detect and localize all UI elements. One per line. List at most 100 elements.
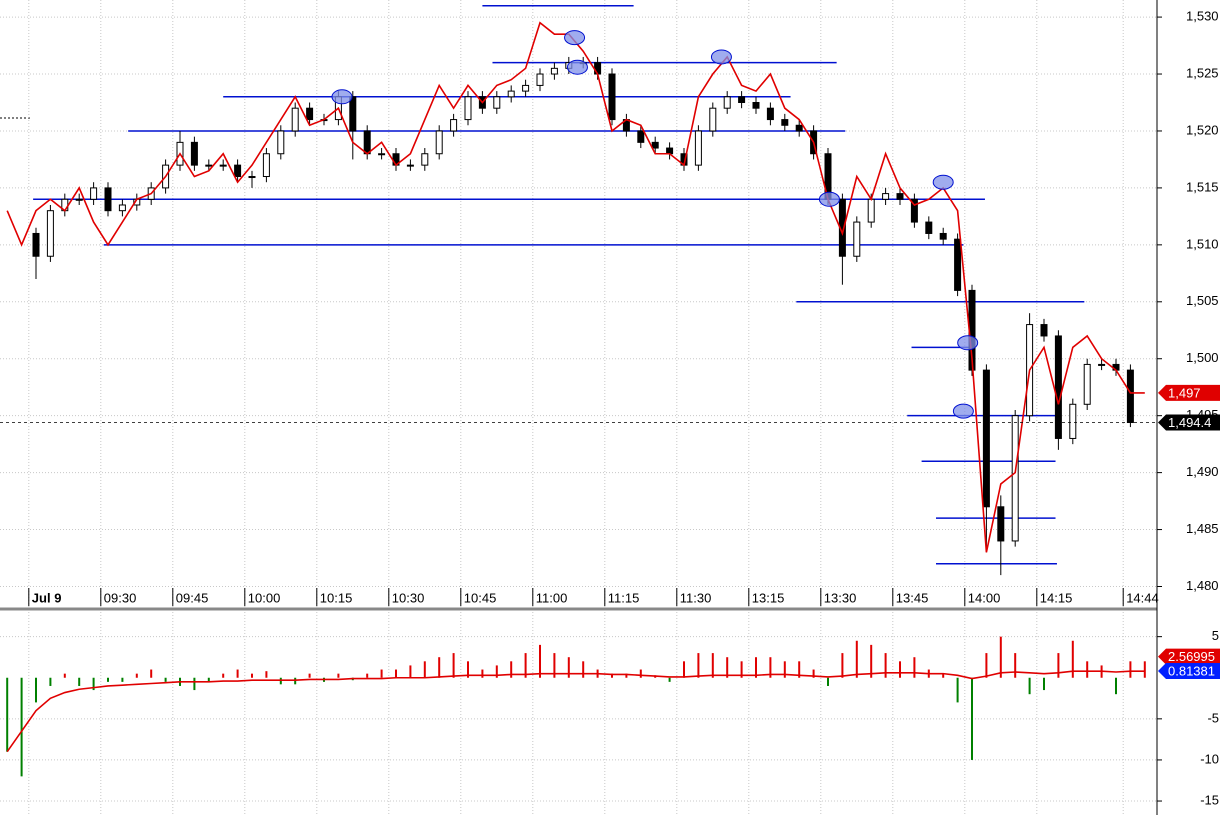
candle-body <box>349 96 357 132</box>
y-tick-label: 1,530 <box>1186 9 1219 24</box>
histogram-bar <box>611 673 613 678</box>
candle-body <box>363 130 371 155</box>
y-tick-label: 5 <box>1212 628 1219 643</box>
candle-body <box>651 141 659 149</box>
candle-body <box>104 187 112 212</box>
candle-body <box>896 193 904 200</box>
candle-body <box>795 124 803 132</box>
x-tick-label: 13:15 <box>752 590 785 605</box>
highlight <box>331 89 353 105</box>
candle-body <box>190 141 198 166</box>
histogram-bar <box>1115 677 1117 695</box>
candle-body <box>608 73 616 121</box>
y-tick-label: -15 <box>1200 792 1219 807</box>
candle-body <box>219 164 227 167</box>
histogram-bar <box>1086 661 1089 678</box>
x-tick-label: 14:15 <box>1040 590 1073 605</box>
histogram-bar <box>1057 653 1060 678</box>
candle-body <box>709 107 717 132</box>
candle-body <box>291 107 299 132</box>
y-tick-label: 1,525 <box>1186 65 1219 80</box>
candle-body <box>853 221 861 257</box>
histogram-bar <box>553 653 556 678</box>
candle-body <box>752 101 760 109</box>
histogram-bar <box>207 677 210 682</box>
candle-body <box>507 90 515 98</box>
x-tick-label: 11:15 <box>608 590 640 605</box>
histogram-bar <box>899 661 901 678</box>
candle-body <box>666 147 674 155</box>
histogram-bar <box>812 669 815 678</box>
y-tick-label: 1,510 <box>1186 236 1219 251</box>
highlight <box>818 191 840 207</box>
candle-body <box>536 73 544 86</box>
x-tick-label: 10:15 <box>320 590 353 605</box>
histogram-bar <box>798 661 801 678</box>
candle-body <box>982 369 990 508</box>
histogram-bar <box>467 661 469 678</box>
price-marker-label: 1,497 <box>1168 385 1201 400</box>
histogram-bar <box>1071 640 1074 678</box>
histogram-bar <box>150 669 153 678</box>
histogram-bar <box>1129 661 1132 678</box>
x-tick-label: 13:45 <box>896 590 929 605</box>
histogram-bar <box>827 677 829 686</box>
candle-body <box>1126 369 1134 424</box>
histogram-bar <box>697 653 700 678</box>
histogram-bar <box>711 653 714 678</box>
histogram-bar <box>582 661 585 678</box>
candle-body <box>205 164 213 167</box>
histogram-bar <box>884 653 887 678</box>
candle-body <box>1040 324 1048 337</box>
candle-body <box>421 153 429 166</box>
histogram-bar <box>855 640 858 678</box>
histogram-bar <box>63 673 66 678</box>
histogram-bar <box>841 653 844 678</box>
candle-body <box>882 193 890 200</box>
histogram-bar <box>395 669 397 678</box>
histogram-bar <box>251 673 253 678</box>
x-tick-label: Jul 9 <box>32 590 62 605</box>
histogram-bar <box>20 677 23 777</box>
candle-body <box>75 198 83 201</box>
highlight <box>957 335 979 351</box>
candle-body <box>118 204 126 212</box>
candle-body <box>550 67 558 75</box>
histogram-bar <box>107 677 109 682</box>
histogram-bar <box>337 673 340 678</box>
histogram-bar <box>668 677 671 682</box>
candle-body <box>306 107 314 121</box>
histogram-bar <box>913 657 916 678</box>
candle-body <box>766 107 774 121</box>
histogram-bar <box>265 671 268 678</box>
histogram-bar <box>1043 677 1045 691</box>
candle-body <box>450 119 458 132</box>
histogram-bar <box>985 653 988 678</box>
candle-body <box>925 221 933 234</box>
candle-body <box>435 130 443 155</box>
histogram-bar <box>726 657 729 678</box>
candle-body <box>939 232 947 240</box>
candle-body <box>1011 415 1019 542</box>
histogram-bar <box>35 677 37 703</box>
histogram-bar <box>956 677 959 703</box>
histogram-bar <box>870 644 873 678</box>
y-tick-label: -5 <box>1207 710 1219 725</box>
y-tick-label: -10 <box>1200 751 1219 766</box>
histogram-bar <box>683 661 685 678</box>
candle-body <box>46 210 54 257</box>
highlight <box>952 403 974 419</box>
price-marker <box>1158 663 1220 680</box>
highlight <box>564 30 586 46</box>
x-tick-label: 14:00 <box>968 590 1001 605</box>
y-tick-label: 1,480 <box>1186 578 1219 593</box>
histogram-bar <box>769 657 772 678</box>
x-tick-label: 09:30 <box>104 590 137 605</box>
candle-body <box>1054 335 1062 439</box>
candle-body <box>1069 403 1077 439</box>
y-tick-label: 1,515 <box>1186 179 1219 194</box>
histogram-bar <box>279 677 282 685</box>
candle-body <box>997 506 1005 542</box>
histogram-bar <box>135 673 138 678</box>
